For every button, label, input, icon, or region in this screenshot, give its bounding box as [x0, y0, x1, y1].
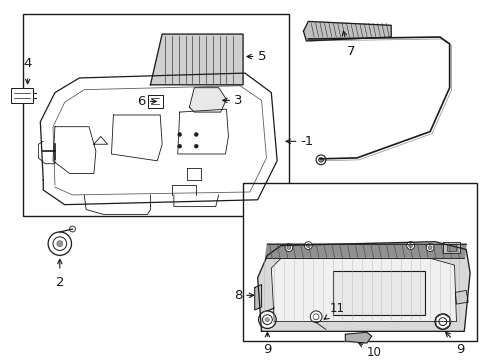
Circle shape [262, 315, 272, 324]
Circle shape [434, 314, 450, 329]
Text: 5: 5 [257, 50, 265, 63]
Circle shape [194, 132, 198, 136]
Circle shape [304, 242, 312, 249]
Bar [446, 244, 455, 251]
Circle shape [406, 242, 414, 249]
Polygon shape [150, 34, 243, 85]
Circle shape [408, 244, 412, 248]
Text: 9: 9 [263, 343, 271, 356]
Circle shape [310, 311, 321, 323]
Circle shape [258, 311, 276, 328]
Bar [332, 271, 425, 315]
Text: 9: 9 [455, 343, 464, 356]
Text: 6: 6 [137, 95, 145, 108]
Circle shape [315, 155, 325, 165]
Text: 4: 4 [23, 57, 32, 70]
Circle shape [265, 318, 269, 321]
Polygon shape [303, 22, 390, 41]
Bar [243, 183, 476, 341]
Text: 10: 10 [366, 346, 381, 359]
Polygon shape [454, 291, 467, 304]
Text: 2: 2 [56, 276, 64, 289]
Text: 3: 3 [234, 94, 242, 107]
Circle shape [285, 244, 292, 251]
Polygon shape [345, 332, 371, 343]
Polygon shape [189, 88, 226, 112]
Polygon shape [271, 258, 455, 321]
Text: 8: 8 [233, 289, 242, 302]
Circle shape [318, 157, 323, 162]
Text: 7: 7 [346, 45, 355, 58]
Bar [147, 95, 163, 108]
Bar [23, 14, 288, 216]
Circle shape [177, 144, 181, 148]
Text: 11: 11 [329, 302, 344, 315]
Circle shape [69, 226, 75, 232]
Circle shape [177, 132, 181, 136]
Circle shape [53, 237, 66, 251]
Circle shape [426, 244, 433, 251]
Polygon shape [265, 244, 465, 258]
Polygon shape [254, 284, 261, 310]
Bar [11, 88, 33, 103]
Circle shape [286, 246, 290, 249]
Text: -1: -1 [300, 135, 313, 148]
Circle shape [194, 144, 198, 148]
Circle shape [306, 244, 310, 248]
Circle shape [427, 246, 431, 249]
Polygon shape [257, 242, 469, 331]
Circle shape [313, 314, 318, 320]
Circle shape [57, 241, 62, 247]
Circle shape [438, 318, 446, 325]
Circle shape [48, 232, 71, 255]
Bar [442, 242, 459, 253]
